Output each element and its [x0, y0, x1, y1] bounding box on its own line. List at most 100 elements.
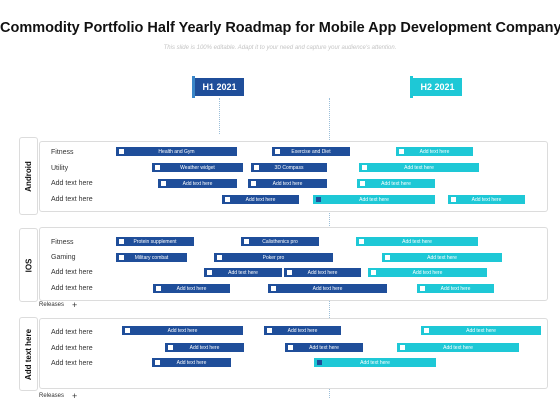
gantt-bar-label: Add text here [359, 196, 389, 203]
checkbox-square-icon [119, 255, 124, 260]
checkbox-square-icon [420, 286, 425, 291]
checkbox-square-icon [275, 149, 280, 154]
checkbox-square-icon [359, 239, 364, 244]
row-label: Add text here [51, 180, 93, 187]
gantt-bar: Add text here [397, 343, 519, 352]
gantt-bar-label: Add text here [189, 344, 220, 351]
checkbox-square-icon [254, 165, 259, 170]
gantt-bar-label: Add text here [419, 148, 450, 155]
row-label: Fitness [51, 149, 74, 156]
gantt-bar-label: Military combat [134, 254, 169, 261]
gantt-bar: Add text here [417, 284, 494, 293]
gantt-bar: Add text here [122, 326, 243, 335]
checkbox-square-icon [385, 255, 390, 260]
gantt-bar: Add text here [158, 179, 237, 188]
checkbox-square-icon [317, 360, 322, 365]
gantt-bar: Health and Gym [116, 147, 237, 156]
gantt-bar-label: Add text here [272, 180, 303, 187]
checkbox-square-icon [271, 286, 276, 291]
checkbox-square-icon [288, 345, 293, 350]
checkbox-square-icon [251, 181, 256, 186]
gantt-bar-label: Add text here [443, 344, 473, 351]
gantt-bar: Add text here [268, 284, 387, 293]
row-label: Gaming [51, 254, 76, 261]
gantt-bar-label: Add text here [245, 196, 276, 203]
gantt-bar: Add text here [356, 237, 478, 246]
gantt-bar: Weather widget [152, 163, 243, 172]
checkbox-square-icon [424, 328, 429, 333]
gantt-bar-label: Add text here [287, 327, 318, 334]
gantt-bar: Poker pro [214, 253, 333, 262]
page-title: Commodity Portfolio Half Yearly Roadmap … [0, 20, 560, 36]
gantt-bar: Calisthenics pro [241, 237, 319, 246]
checkbox-square-icon [267, 328, 272, 333]
add-release-plus-icon[interactable]: + [72, 391, 78, 401]
gantt-bar-label: Add text here [309, 344, 339, 351]
checkbox-square-icon [168, 345, 173, 350]
gantt-bar-label: Add text here [182, 180, 213, 187]
gantt-bar: Add text here [285, 343, 363, 352]
gantt-bar-label: Add text here [176, 285, 207, 292]
checkbox-square-icon [451, 197, 456, 202]
gantt-bar: Add text here [153, 284, 230, 293]
checkbox-square-icon [161, 181, 166, 186]
checkbox-square-icon [156, 286, 161, 291]
checkbox-square-icon [244, 239, 249, 244]
gantt-bar-label: Add text here [360, 359, 390, 366]
gantt-bar: Add text here [421, 326, 541, 335]
gantt-bar-label: Add text here [312, 285, 343, 292]
gantt-bar-label: Add text here [167, 327, 198, 334]
page-subtitle: This slide is 100% editable. Adapt it to… [163, 45, 397, 51]
checkbox-square-icon [155, 165, 160, 170]
checkbox-square-icon [316, 197, 321, 202]
checkbox-square-icon [217, 255, 222, 260]
h1-header: H1 2021 [195, 78, 244, 96]
gantt-bar-label: Add text here [412, 269, 443, 276]
gantt-bar: Add text here [222, 195, 299, 204]
gantt-bar-label: Add text here [228, 269, 258, 276]
h2-header: H2 2021 [413, 78, 462, 96]
checkbox-square-icon [360, 181, 365, 186]
gantt-bar: Add text here [382, 253, 502, 262]
checkbox-square-icon [371, 270, 376, 275]
gantt-bar: Add text here [448, 195, 525, 204]
gantt-bar: Military combat [116, 253, 187, 262]
section-label-ios: IOS [19, 228, 38, 302]
checkbox-square-icon [287, 270, 292, 275]
row-label: Add text here [51, 329, 93, 336]
gantt-bar-label: Poker pro [262, 254, 285, 261]
section-label-android: Android [19, 137, 38, 215]
checkbox-square-icon [400, 345, 405, 350]
gantt-bar-label: Add text here [466, 327, 496, 334]
releases-label: Releases [39, 302, 65, 308]
gantt-bar: Add text here [357, 179, 435, 188]
checkbox-square-icon [119, 149, 124, 154]
gantt-bar-label: Exercise and Diet [291, 148, 331, 155]
section-label-text: Add text here [24, 328, 33, 380]
h1-tick [192, 76, 195, 98]
section-label-text: IOS [24, 258, 33, 272]
gantt-bar: Add text here [165, 343, 244, 352]
checkbox-square-icon [399, 149, 404, 154]
gantt-bar-label: Health and Gym [158, 148, 195, 155]
gantt-bar-label: Add text here [404, 164, 434, 171]
gantt-bar-label: Add text here [381, 180, 411, 187]
gantt-bar: Add text here [396, 147, 473, 156]
gantt-bar-label: Protein supplement [133, 238, 177, 245]
row-label: Add text here [51, 196, 93, 203]
gantt-bar-label: Add text here [427, 254, 457, 261]
gantt-bar: Add text here [264, 326, 341, 335]
row-label: Add text here [51, 285, 93, 292]
checkbox-square-icon [125, 328, 130, 333]
gantt-bar: 3D Compass [251, 163, 327, 172]
checkbox-square-icon [362, 165, 367, 170]
checkbox-square-icon [225, 197, 230, 202]
gantt-bar: Add text here [314, 358, 436, 367]
row-label: Utility [51, 165, 69, 172]
gantt-bar-label: Calisthenics pro [262, 238, 298, 245]
gantt-bar: Protein supplement [116, 237, 194, 246]
add-release-plus-icon[interactable]: + [72, 300, 78, 310]
gantt-bar: Add text here [359, 163, 479, 172]
releases-label: Releases [39, 393, 65, 399]
section-label-other: Add text here [19, 317, 38, 391]
